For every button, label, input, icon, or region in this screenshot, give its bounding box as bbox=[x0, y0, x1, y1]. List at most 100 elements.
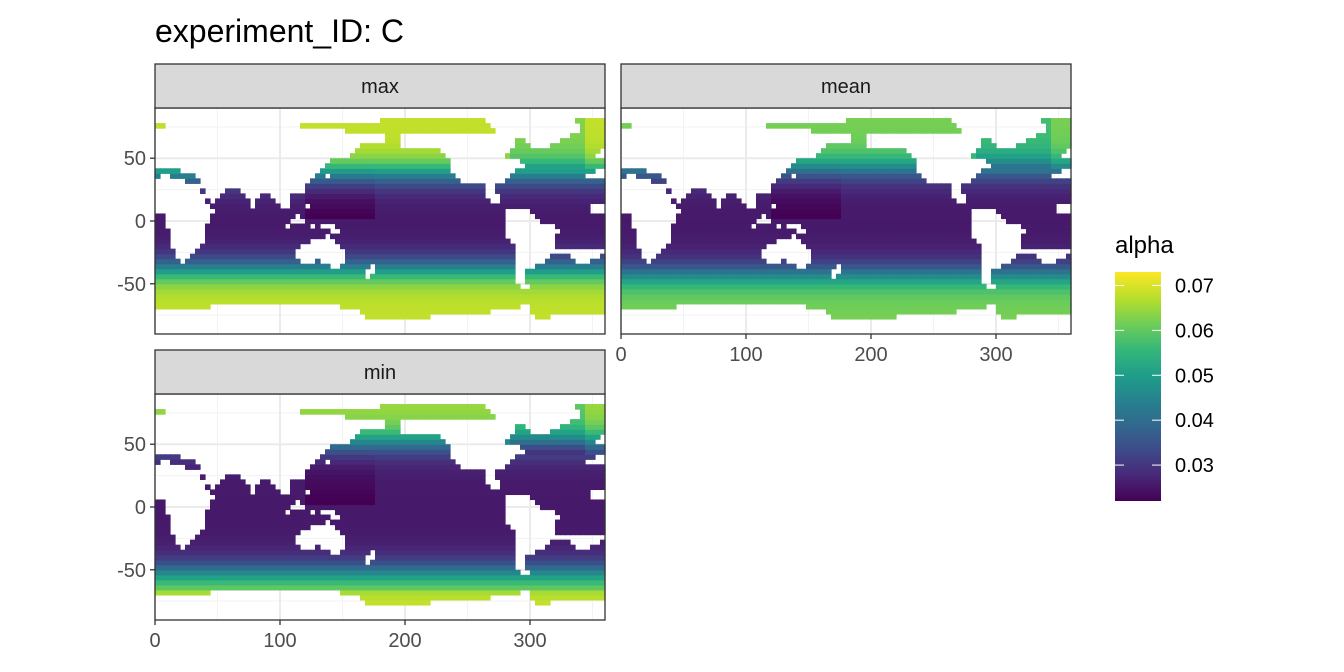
heatmap-cell bbox=[500, 243, 506, 250]
heatmap-cell bbox=[976, 278, 982, 285]
heatmap-cell bbox=[826, 188, 832, 194]
heatmap-cell bbox=[726, 203, 732, 210]
heatmap-cell bbox=[851, 228, 857, 235]
heatmap-cell bbox=[816, 303, 822, 310]
heatmap-cell bbox=[235, 198, 241, 205]
heatmap-cell bbox=[851, 183, 857, 189]
heatmap-cell bbox=[1021, 163, 1027, 169]
heatmap-cell bbox=[746, 228, 752, 235]
heatmap-cell bbox=[756, 193, 762, 199]
heatmap-cell bbox=[731, 263, 737, 270]
heatmap-cell bbox=[876, 183, 882, 189]
heatmap-cell bbox=[1021, 283, 1027, 290]
heatmap-cell bbox=[996, 298, 1002, 305]
heatmap-cell bbox=[676, 258, 682, 265]
heatmap-cell bbox=[871, 308, 877, 315]
heatmap-cell bbox=[600, 228, 606, 235]
heatmap-cell bbox=[385, 158, 391, 164]
heatmap-cell bbox=[570, 228, 576, 235]
heatmap-cell bbox=[310, 288, 316, 295]
heatmap-cell bbox=[420, 243, 426, 250]
heatmap-cell bbox=[425, 123, 431, 129]
heatmap-cell bbox=[1021, 168, 1027, 174]
heatmap-cell bbox=[445, 203, 451, 210]
heatmap-cell bbox=[525, 173, 531, 179]
heatmap-cell bbox=[380, 208, 386, 215]
heatmap-cell bbox=[495, 223, 501, 230]
heatmap-cell bbox=[460, 303, 466, 310]
heatmap-cell bbox=[180, 584, 186, 591]
heatmap-cell bbox=[330, 233, 336, 240]
heatmap-cell bbox=[585, 148, 591, 154]
heatmap-cell bbox=[450, 263, 456, 270]
heatmap-cell bbox=[365, 253, 371, 260]
heatmap-cell bbox=[941, 308, 947, 315]
heatmap-cell bbox=[831, 253, 837, 260]
heatmap-cell bbox=[866, 298, 872, 305]
heatmap-cell bbox=[1011, 273, 1017, 280]
heatmap-cell bbox=[475, 223, 481, 230]
heatmap-cell bbox=[205, 243, 211, 250]
heatmap-cell bbox=[160, 293, 166, 300]
heatmap-cell bbox=[285, 273, 291, 280]
heatmap-cell bbox=[886, 183, 892, 189]
heatmap-cell bbox=[390, 258, 396, 265]
heatmap-cell bbox=[686, 248, 692, 255]
heatmap-cell bbox=[450, 268, 456, 275]
heatmap-cell bbox=[355, 263, 361, 270]
heatmap-cell bbox=[676, 223, 682, 230]
heatmap-cell bbox=[370, 153, 376, 159]
heatmap-cell bbox=[560, 293, 566, 300]
heatmap-cell bbox=[540, 193, 546, 199]
heatmap-cell bbox=[390, 183, 396, 189]
heatmap-cell bbox=[951, 208, 957, 215]
heatmap-cell bbox=[921, 253, 927, 260]
heatmap-cell bbox=[1006, 208, 1012, 215]
heatmap-cell bbox=[590, 163, 596, 169]
heatmap-cell bbox=[1036, 148, 1042, 154]
heatmap-cell bbox=[1031, 283, 1037, 290]
heatmap-cell bbox=[310, 198, 316, 205]
heatmap-cell bbox=[585, 128, 591, 134]
heatmap-cell bbox=[230, 233, 236, 240]
heatmap-cell bbox=[901, 303, 907, 310]
heatmap-cell bbox=[836, 223, 842, 230]
heatmap-cell bbox=[490, 238, 496, 245]
heatmap-cell bbox=[1046, 128, 1052, 134]
heatmap-cell bbox=[375, 238, 381, 245]
heatmap-cell bbox=[711, 198, 717, 205]
heatmap-cell bbox=[435, 288, 441, 295]
heatmap-cell bbox=[580, 293, 586, 300]
heatmap-cell bbox=[651, 278, 657, 285]
heatmap-cell bbox=[961, 238, 967, 245]
heatmap-cell bbox=[400, 173, 406, 179]
heatmap-cell bbox=[746, 243, 752, 250]
heatmap-cell bbox=[956, 218, 962, 225]
heatmap-cell bbox=[701, 288, 707, 295]
heatmap-cell bbox=[280, 263, 286, 270]
heatmap-cell bbox=[851, 118, 857, 124]
heatmap-cell bbox=[225, 253, 231, 260]
heatmap-cell bbox=[816, 153, 822, 159]
heatmap-cell bbox=[626, 123, 632, 129]
heatmap-cell bbox=[801, 178, 807, 184]
heatmap-cell bbox=[711, 263, 717, 270]
heatmap-cell bbox=[570, 223, 576, 230]
heatmap-cell bbox=[1031, 168, 1037, 174]
heatmap-cell bbox=[776, 218, 782, 225]
heatmap-cell bbox=[475, 293, 481, 300]
heatmap-cell bbox=[545, 163, 551, 169]
heatmap-cell bbox=[881, 123, 887, 129]
heatmap-cell bbox=[996, 188, 1002, 194]
heatmap-cell bbox=[180, 263, 186, 270]
heatmap-cell bbox=[225, 213, 231, 220]
heatmap-cell bbox=[756, 268, 762, 275]
heatmap-cell bbox=[540, 273, 546, 280]
heatmap-cell bbox=[761, 268, 767, 275]
heatmap-cell bbox=[871, 128, 877, 134]
heatmap-cell bbox=[435, 128, 441, 134]
heatmap-cell bbox=[741, 223, 747, 230]
heatmap-cell bbox=[600, 233, 606, 240]
heatmap-cell bbox=[260, 243, 266, 250]
heatmap-cell bbox=[420, 283, 426, 290]
